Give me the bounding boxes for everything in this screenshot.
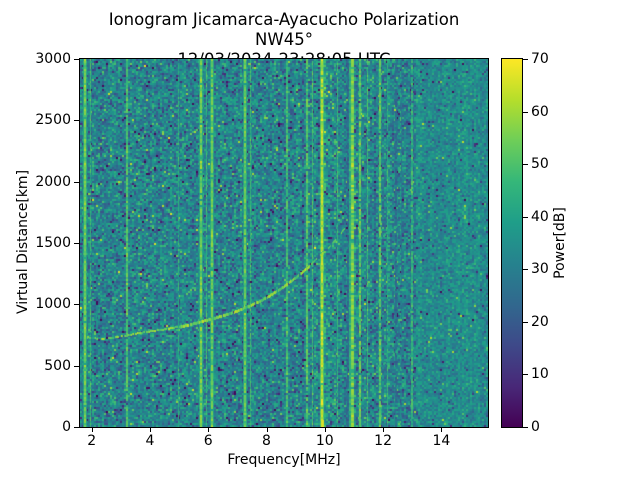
colorbar-tick-label: 70 [531,51,549,67]
y-tick-mark [74,181,79,183]
colorbar-tick-label: 40 [531,208,549,225]
x-tick-mark [149,427,151,432]
x-tick-label: 8 [262,433,271,449]
colorbar-tick-mark [523,321,528,323]
heatmap-canvas [80,59,488,427]
y-tick-mark [74,427,79,428]
y-tick-mark [74,59,79,60]
y-tick-mark [74,120,79,122]
x-tick-label: 14 [432,433,451,449]
x-tick-mark [383,427,385,432]
colorbar-tick-label: 0 [531,419,540,435]
y-tick-label: 1000 [35,296,71,313]
y-tick-label: 1500 [35,235,71,251]
y-tick-label: 2500 [35,112,71,129]
colorbar-tick-mark [523,427,528,428]
colorbar-tick-label: 50 [531,156,549,173]
y-tick-label: 3000 [35,51,71,67]
colorbar-tick-label: 10 [531,366,549,383]
x-tick-label: 12 [374,433,392,449]
colorbar-tick-mark [523,111,528,113]
colorbar-tick-mark [523,374,528,376]
colorbar-label: Power[dB] [552,207,568,279]
x-tick-mark [91,427,93,432]
x-axis-label: Frequency[MHz] [227,452,341,468]
colorbar-tick-mark [523,269,528,271]
colorbar-tick-mark [523,164,528,166]
colorbar-tick-mark [523,216,528,218]
x-tick-label: 2 [87,433,97,449]
x-tick-mark [266,427,268,432]
x-tick-mark [208,427,210,432]
x-tick-mark [441,427,443,432]
y-tick-mark [74,304,79,306]
y-tick-label: 2000 [35,173,71,190]
heatmap-plot-area [79,58,489,428]
x-tick-mark [324,427,326,432]
y-tick-label: 0 [62,419,71,435]
colorbar-tick-label: 60 [531,103,549,120]
chart-title-line1: Ionogram Jicamarca-Ayacucho Polarization… [108,10,460,49]
colorbar [501,58,523,428]
y-tick-mark [74,365,79,367]
colorbar-tick-mark [523,59,528,60]
y-tick-label: 500 [44,357,71,374]
y-tick-mark [74,243,79,244]
x-tick-label: 6 [203,433,213,449]
x-tick-label: 10 [315,433,334,449]
colorbar-tick-label: 30 [531,261,549,278]
colorbar-tick-label: 20 [531,313,549,330]
x-tick-label: 4 [145,433,155,449]
